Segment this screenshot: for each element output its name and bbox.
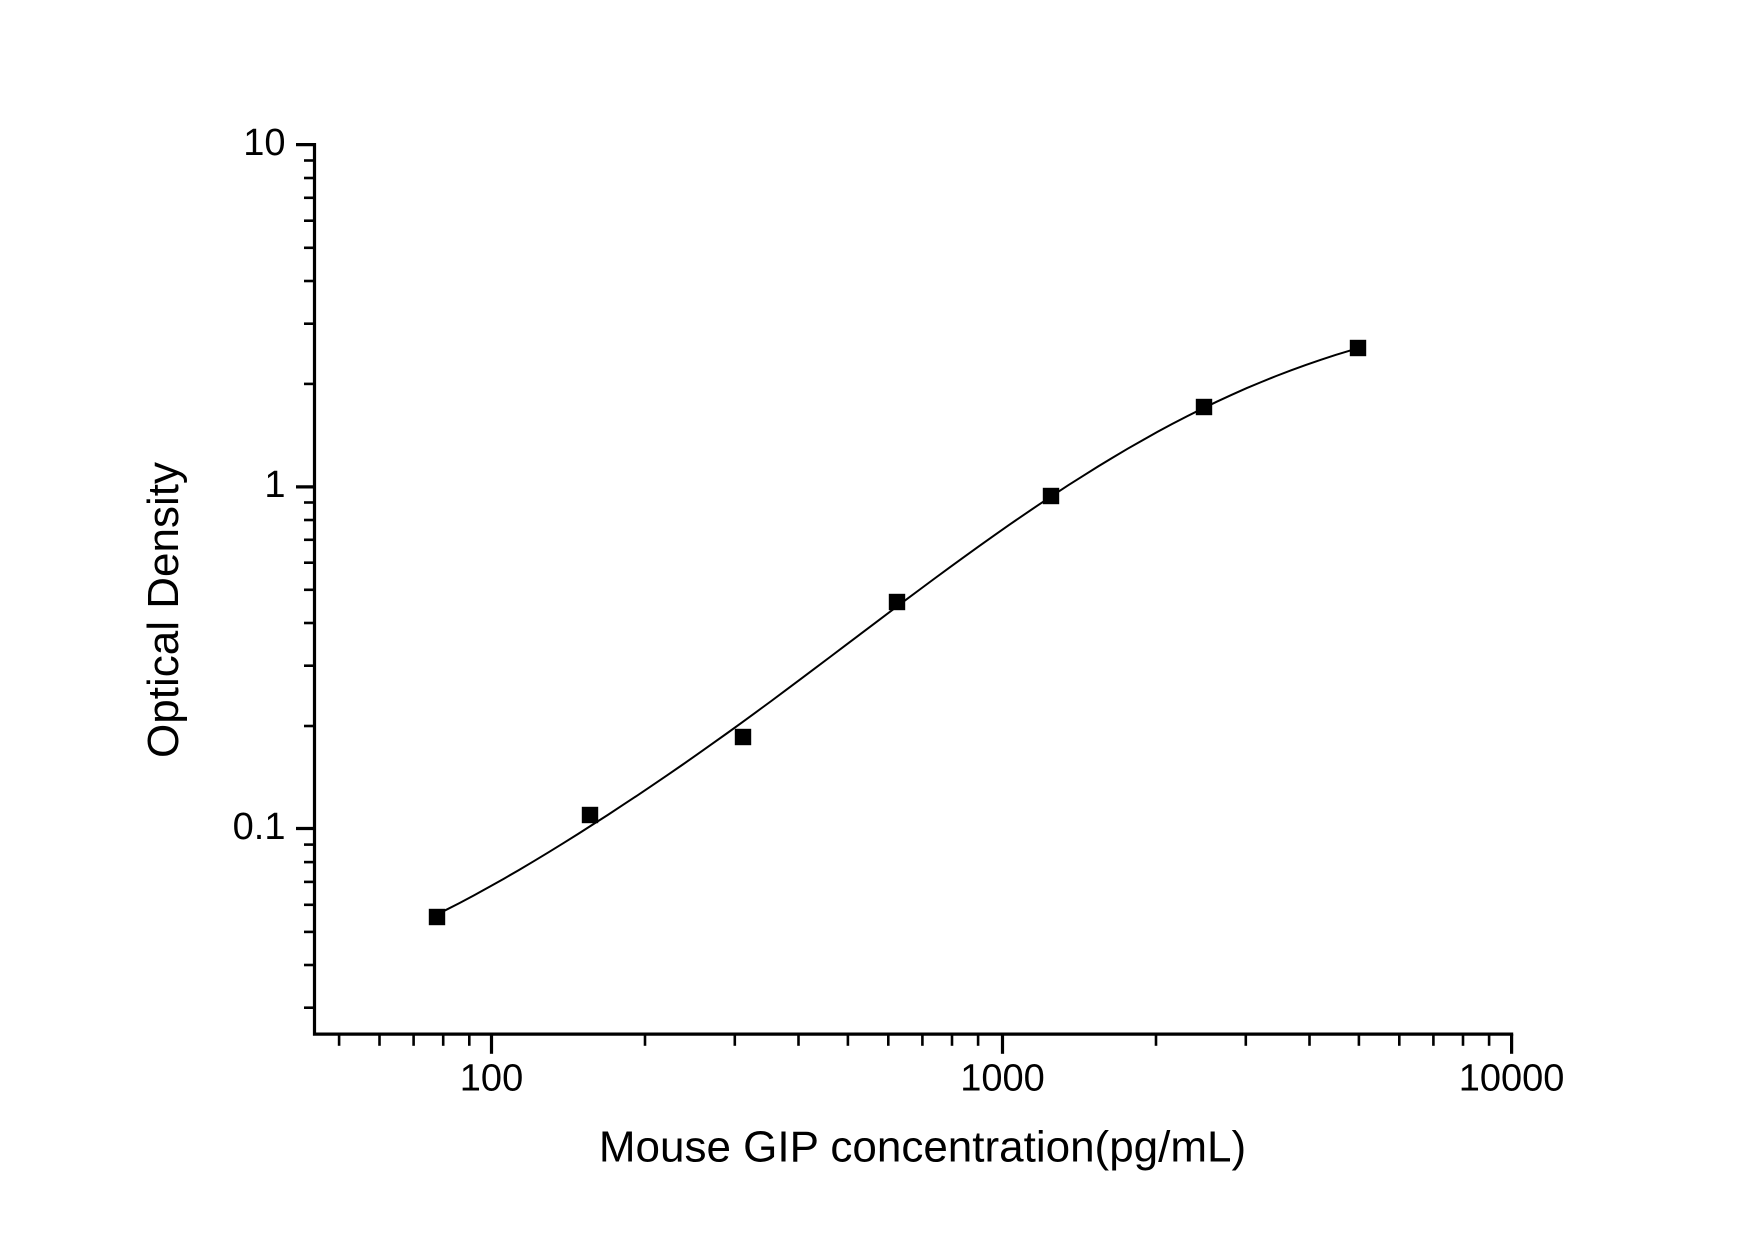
svg-text:10000: 10000 [1459, 1058, 1565, 1100]
svg-text:0.1: 0.1 [233, 806, 286, 848]
svg-text:Mouse GIP concentration(pg/mL): Mouse GIP concentration(pg/mL) [599, 1123, 1246, 1172]
svg-text:1: 1 [264, 464, 285, 506]
svg-text:10: 10 [243, 122, 285, 164]
svg-text:100: 100 [460, 1058, 523, 1100]
svg-text:Optical Density: Optical Density [139, 462, 188, 758]
svg-text:1000: 1000 [960, 1058, 1045, 1100]
